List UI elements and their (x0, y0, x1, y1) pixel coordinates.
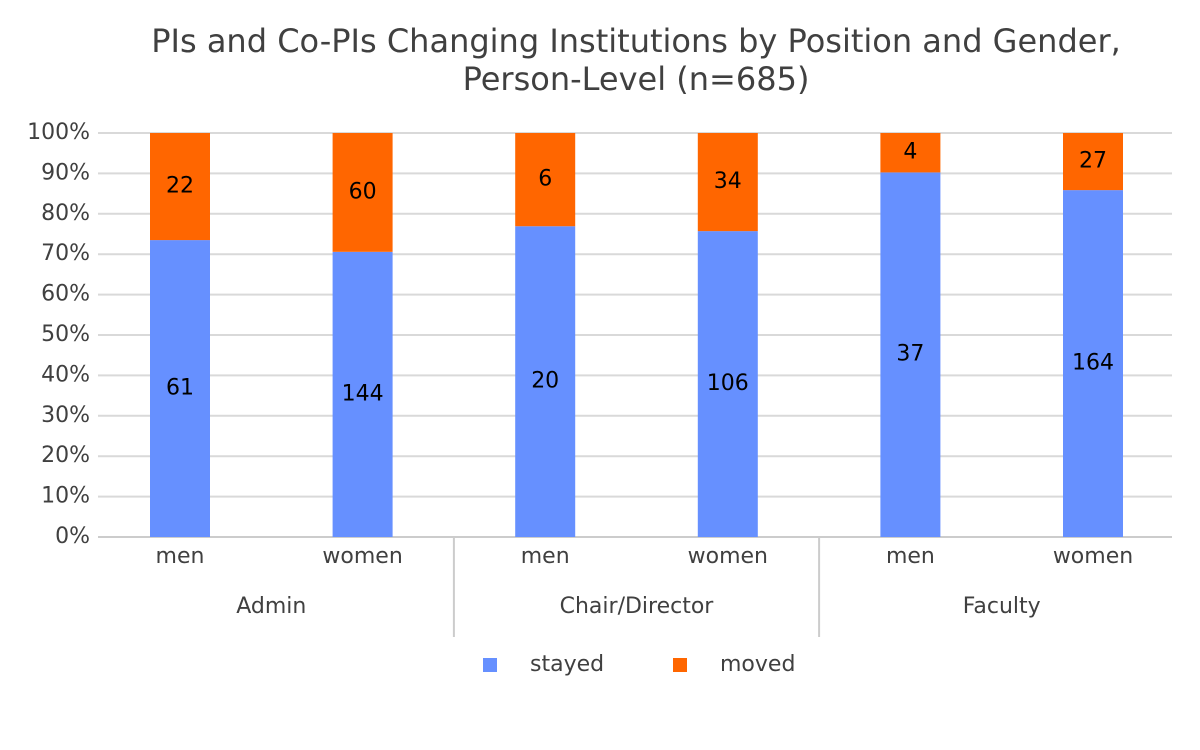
value-label: 27 (1079, 149, 1107, 174)
y-tick-label: 50% (41, 322, 90, 347)
y-tick-label: 90% (41, 160, 90, 185)
value-label: 164 (1072, 351, 1114, 376)
bar-segment (515, 133, 576, 227)
y-tick-label: 0% (55, 524, 90, 549)
bar-segment (1063, 190, 1123, 537)
bar-segment (880, 133, 941, 173)
x-tick-label: women (688, 544, 768, 569)
group-label: Faculty (963, 594, 1041, 619)
value-label: 37 (896, 342, 924, 367)
x-tick-label: men (886, 544, 935, 569)
value-label: 22 (166, 174, 194, 199)
group-label: Chair/Director (560, 594, 715, 619)
legend-label: stayed (530, 652, 604, 677)
bar-segment (1063, 133, 1123, 191)
x-tick-label: women (1053, 544, 1133, 569)
bar-segment (515, 226, 576, 537)
bar-segment (150, 133, 210, 241)
value-label: 20 (531, 369, 559, 394)
chart-title: Person-Level (n=685) (463, 60, 810, 98)
value-label: 61 (166, 376, 194, 401)
y-tick-label: 80% (41, 201, 90, 226)
x-tick-label: men (521, 544, 570, 569)
bar-segment (332, 133, 393, 252)
legend-label: moved (720, 652, 795, 677)
bar-segment (150, 240, 210, 537)
group-label: Admin (236, 594, 306, 619)
value-label: 106 (707, 371, 749, 396)
y-tick-label: 20% (41, 443, 90, 468)
chart-title: PIs and Co-PIs Changing Institutions by … (151, 22, 1121, 60)
x-tick-label: women (322, 544, 402, 569)
bar-segment (697, 133, 758, 232)
value-label: 6 (538, 167, 552, 192)
y-tick-label: 40% (41, 362, 90, 387)
x-tick-label: men (156, 544, 205, 569)
value-label: 34 (714, 169, 742, 194)
bar-segment (697, 231, 758, 537)
value-label: 4 (903, 140, 917, 165)
y-tick-label: 60% (41, 282, 90, 307)
bar-segment (332, 251, 393, 537)
bar-segment (880, 172, 941, 538)
legend-swatch (483, 658, 497, 672)
value-label: 60 (349, 179, 377, 204)
value-label: 144 (342, 381, 384, 406)
y-tick-label: 10% (41, 484, 90, 509)
y-tick-label: 30% (41, 403, 90, 428)
y-tick-label: 100% (27, 120, 90, 145)
legend-swatch (673, 658, 687, 672)
y-tick-label: 70% (41, 241, 90, 266)
